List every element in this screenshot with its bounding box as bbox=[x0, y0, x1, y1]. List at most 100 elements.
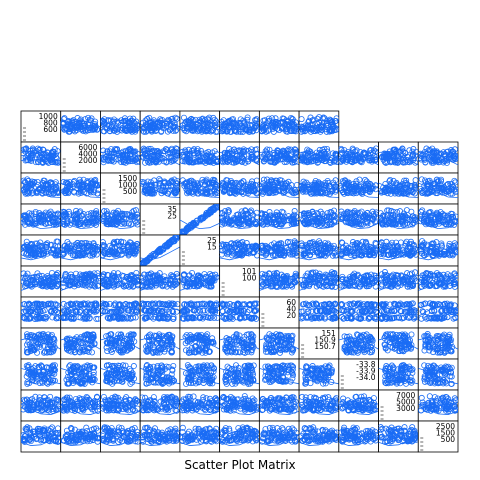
data-point bbox=[127, 122, 134, 129]
data-point bbox=[321, 187, 328, 194]
data-point bbox=[338, 216, 345, 223]
panel-points bbox=[378, 207, 419, 230]
data-point bbox=[191, 127, 198, 134]
panel-r3-c6 bbox=[219, 172, 260, 205]
data-point bbox=[60, 276, 67, 283]
data-point bbox=[363, 239, 370, 246]
data-point bbox=[224, 177, 231, 184]
data-point bbox=[214, 182, 220, 189]
data-point bbox=[71, 189, 78, 196]
smoother-line bbox=[179, 182, 220, 198]
data-point bbox=[39, 154, 46, 161]
data-point bbox=[315, 181, 322, 188]
data-point bbox=[277, 152, 284, 159]
data-point bbox=[378, 210, 384, 217]
data-point bbox=[302, 156, 309, 163]
data-point bbox=[172, 277, 179, 284]
smoother-line bbox=[418, 151, 459, 166]
data-point bbox=[130, 207, 137, 214]
data-point bbox=[307, 128, 314, 135]
data-point bbox=[279, 125, 286, 132]
smoother-line bbox=[299, 151, 339, 166]
data-point bbox=[444, 214, 451, 221]
data-point bbox=[447, 190, 454, 197]
data-point bbox=[318, 126, 325, 133]
panel-r3-c4 bbox=[139, 172, 181, 205]
data-point bbox=[351, 218, 358, 225]
data-point bbox=[446, 252, 453, 259]
data-point bbox=[91, 126, 98, 133]
data-point bbox=[356, 176, 363, 183]
data-point bbox=[452, 179, 459, 186]
data-point bbox=[343, 246, 350, 253]
panel-points bbox=[21, 176, 61, 198]
panel-r3-c5 bbox=[179, 172, 221, 205]
smoother-line bbox=[100, 151, 141, 166]
data-point bbox=[122, 124, 129, 131]
data-point bbox=[45, 182, 52, 189]
data-point bbox=[78, 274, 85, 281]
smoother-line bbox=[378, 219, 419, 230]
smoother-line bbox=[299, 182, 339, 198]
data-point bbox=[378, 239, 385, 246]
data-point bbox=[185, 225, 192, 232]
data-point bbox=[87, 189, 94, 196]
data-point bbox=[271, 252, 278, 259]
data-point bbox=[277, 180, 284, 187]
smoother-line bbox=[418, 182, 459, 198]
data-point bbox=[60, 212, 67, 219]
data-point bbox=[259, 124, 266, 131]
data-point bbox=[349, 153, 356, 160]
data-point bbox=[332, 183, 339, 190]
data-point bbox=[252, 156, 259, 163]
data-point bbox=[49, 269, 56, 276]
data-point bbox=[84, 217, 91, 224]
data-point bbox=[237, 116, 244, 123]
data-point bbox=[143, 152, 150, 159]
data-point bbox=[159, 283, 166, 290]
data-point bbox=[73, 127, 80, 134]
data-point bbox=[429, 240, 436, 247]
data-point bbox=[245, 243, 252, 250]
data-point bbox=[406, 159, 413, 166]
data-point bbox=[41, 177, 48, 184]
data-point bbox=[439, 210, 446, 217]
data-point bbox=[358, 220, 365, 227]
data-point bbox=[242, 126, 249, 133]
panel-r6-c7 bbox=[258, 265, 300, 298]
data-point bbox=[78, 213, 85, 220]
diagonal-tick-label: 600 bbox=[43, 125, 58, 134]
panel-points bbox=[299, 145, 339, 166]
data-point bbox=[362, 154, 369, 161]
data-point bbox=[55, 281, 61, 288]
data-point bbox=[311, 243, 318, 250]
data-point bbox=[364, 220, 371, 227]
data-point bbox=[24, 176, 31, 183]
data-point bbox=[167, 281, 174, 288]
data-point bbox=[240, 217, 247, 224]
data-point bbox=[409, 247, 416, 254]
data-point bbox=[141, 189, 148, 196]
data-point bbox=[45, 189, 52, 196]
panel-r2-c9 bbox=[338, 141, 379, 174]
panel-points bbox=[21, 269, 61, 291]
data-point bbox=[299, 211, 305, 218]
data-point bbox=[358, 157, 365, 164]
data-point bbox=[179, 153, 186, 160]
data-point bbox=[330, 158, 337, 165]
data-point bbox=[142, 159, 149, 166]
data-point bbox=[395, 155, 402, 162]
data-point bbox=[120, 239, 127, 246]
data-point bbox=[190, 220, 197, 227]
panel-frame bbox=[100, 172, 141, 205]
data-point bbox=[324, 177, 331, 184]
data-point bbox=[22, 246, 29, 253]
panel-r6-c5 bbox=[179, 265, 221, 298]
data-point bbox=[94, 126, 101, 133]
data-point bbox=[208, 279, 215, 286]
data-point bbox=[140, 128, 147, 135]
data-point bbox=[409, 153, 416, 160]
data-point bbox=[236, 122, 243, 129]
data-point bbox=[207, 180, 214, 187]
data-point bbox=[362, 151, 369, 158]
